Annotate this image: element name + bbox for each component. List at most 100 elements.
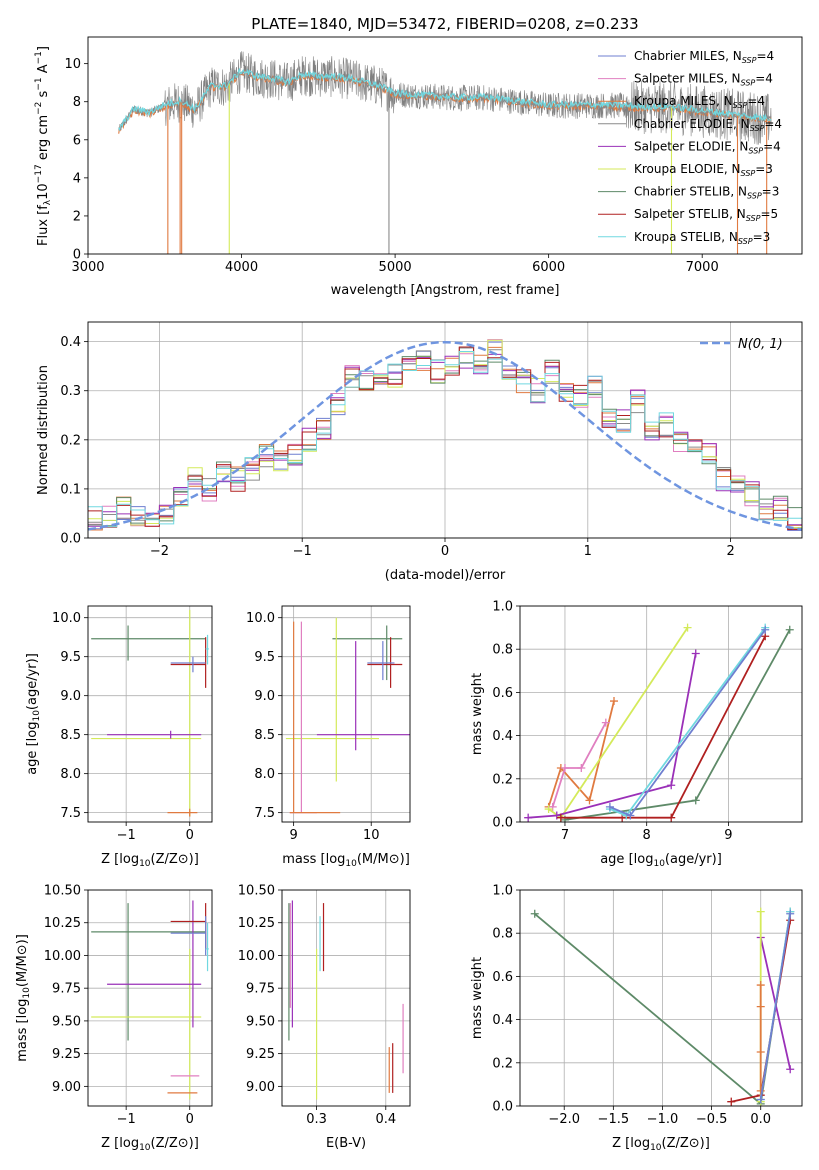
y-tick-label: 8.5 — [60, 728, 81, 743]
y-tick-label: 10.50 — [44, 884, 81, 899]
y-axis-label: Normed distribution — [36, 365, 51, 495]
y-axis-label: age [log10(age/yr)] — [25, 653, 42, 775]
plot-area — [88, 322, 802, 538]
x-tick-label: −0.5 — [696, 1112, 728, 1127]
y-tick-label: 10.25 — [44, 916, 81, 931]
series-line — [564, 629, 791, 821]
y-tick-label: 9.50 — [52, 1014, 81, 1029]
spectrum-model-line — [118, 67, 772, 132]
legend-label: Salpeter STELIB, NSSP=5 — [634, 207, 778, 223]
data-point-marker — [548, 802, 557, 811]
y-tick-label: 8.5 — [254, 728, 275, 743]
x-axis-label: mass [log10(M/M⊙)] — [282, 852, 410, 869]
y-tick-label: 8.0 — [254, 767, 275, 782]
axes-frame — [281, 889, 411, 1107]
data-point-marker — [667, 781, 676, 790]
y-tick-label: 1.0 — [492, 884, 513, 899]
data-point-marker — [785, 625, 794, 634]
data-point-marker — [626, 811, 635, 820]
data-point-marker — [524, 813, 533, 822]
data-point-marker — [585, 796, 594, 805]
axes-frame — [281, 605, 411, 823]
y-tick-label: 9.0 — [60, 689, 81, 704]
x-tick-label: 4000 — [225, 260, 258, 275]
y-tick-label: 9.5 — [254, 650, 275, 665]
x-tick-label: 7 — [561, 828, 569, 843]
histogram-step — [88, 346, 802, 530]
y-tick-label: 0.4 — [60, 335, 81, 350]
y-tick-label: 9.50 — [246, 1014, 275, 1029]
legend-label: Chabrier STELIB, NSSP=3 — [634, 185, 779, 201]
data-point-marker — [756, 1048, 765, 1056]
data-point-marker — [786, 1065, 795, 1074]
y-tick-label: 9.25 — [246, 1047, 275, 1062]
y-tick-label: 10.25 — [238, 916, 275, 931]
y-tick-label: 8 — [73, 95, 81, 110]
series-line — [759, 913, 792, 1100]
x-tick-label: 7000 — [686, 260, 719, 275]
x-tick-label: 3000 — [71, 260, 104, 275]
y-tick-label: 10.50 — [238, 884, 275, 899]
plot-area — [88, 890, 212, 1106]
spectrum-panel: 3000 4000 5000 6000 7000 0 2 4 6 8 10 wavelength [A… — [34, 36, 803, 298]
spectrum-legend: Chabrier MILES, NSSP=4 Salpeter MILES, NS… — [598, 49, 782, 246]
y-tick-label: 0.0 — [492, 816, 513, 831]
y-tick-label: 0.8 — [492, 927, 513, 942]
y-tick-label: 9.00 — [246, 1080, 275, 1095]
axes-frame — [519, 605, 803, 823]
y-tick-label: 9.75 — [246, 982, 275, 997]
data-point-marker — [544, 805, 553, 814]
x-axis-label: Z [log10(Z/Z⊙)] — [101, 852, 199, 869]
data-point-marker — [556, 813, 565, 822]
x-axis-label: wavelength [Angstrom, rest frame] — [331, 283, 560, 298]
data-point-marker — [577, 764, 586, 772]
figure-title: PLATE=1840, MJD=53472, FIBERID=0208, z=0… — [251, 15, 638, 33]
data-point-marker — [756, 1095, 765, 1104]
x-tick-label: 5000 — [379, 260, 412, 275]
data-point-marker — [683, 623, 692, 632]
y-tick-label: 4 — [73, 171, 81, 186]
x-tick-label: 0.0 — [750, 1112, 771, 1127]
legend-label: Chabrier MILES, NSSP=4 — [634, 49, 774, 65]
y-axis-label: mass weight — [470, 957, 485, 1039]
y-tick-label: 10.0 — [52, 611, 81, 626]
residuals-panel: −2 −1 0 1 2 0.0 0.1 0.2 0.3 0.4 (data-model)/error… — [36, 321, 803, 583]
x-tick-label: −2.0 — [548, 1112, 580, 1127]
y-tick-label: 0.1 — [60, 482, 81, 497]
y-tick-label: 9.00 — [52, 1080, 81, 1095]
data-point-marker — [756, 1086, 765, 1095]
y-tick-label: 0.3 — [60, 384, 81, 399]
y-tick-label: 0.2 — [60, 433, 81, 448]
data-point-marker — [552, 811, 561, 820]
y-tick-label: 0.6 — [492, 970, 513, 985]
normal-distribution-curve — [88, 340, 802, 531]
x-tick-label: 10 — [363, 828, 380, 843]
y-tick-label: 2 — [73, 209, 81, 224]
x-tick-label: 9 — [289, 828, 297, 843]
x-axis-label: age [log10(age/yr)] — [600, 852, 722, 869]
y-tick-label: 0.8 — [492, 643, 513, 658]
y-axis-label: mass [log10(M/M⊙)] — [15, 934, 32, 1062]
y-tick-label: 0.2 — [492, 772, 513, 787]
legend-label: Salpeter MILES, NSSP=4 — [634, 72, 773, 88]
legend-label: Kroupa STELIB, NSSP=3 — [634, 230, 770, 246]
y-tick-label: 6 — [73, 133, 81, 148]
x-axis-label: Z [log10(Z/Z⊙)] — [612, 1136, 710, 1153]
x-tick-label: 0 — [186, 828, 194, 843]
x-tick-label: −1.5 — [598, 1112, 630, 1127]
legend-label: Kroupa ELODIE, NSSP=3 — [634, 162, 773, 178]
plot-area — [520, 606, 802, 822]
series-line — [551, 722, 607, 808]
y-tick-label: 0.4 — [492, 729, 513, 744]
y-tick-label: 0.0 — [60, 532, 81, 547]
legend-label: Salpeter ELODIE, NSSP=4 — [634, 139, 781, 155]
y-tick-label: 9.5 — [60, 650, 81, 665]
y-tick-label: 9.75 — [52, 982, 81, 997]
age-vs-metallicity-panel: −1 0 7.5 8.0 8.5 9.0 9.5 10.0 Z [log10(Z/Z⊙)] age… — [25, 605, 213, 869]
axes-frame — [87, 321, 803, 539]
data-point-marker — [756, 981, 765, 990]
legend-label: Chabrier ELODIE, NSSP=4 — [634, 117, 782, 133]
axes-frame — [87, 36, 803, 255]
data-point-marker — [691, 649, 700, 658]
data-point-marker — [610, 697, 618, 706]
